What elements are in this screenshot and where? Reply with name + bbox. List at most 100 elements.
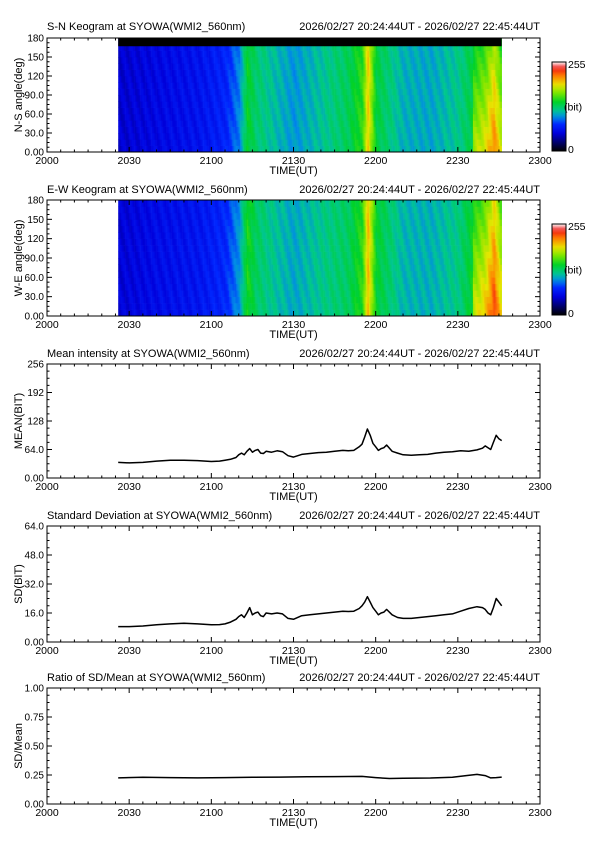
keogram-cell — [193, 145, 196, 153]
keogram-cell — [426, 133, 429, 140]
keogram-cell — [371, 95, 374, 102]
keogram-cell — [244, 44, 246, 51]
keogram-cell — [286, 101, 289, 108]
keogram-cell — [201, 120, 204, 127]
keogram-cell — [411, 63, 413, 70]
keogram-cell — [227, 76, 230, 83]
keogram-cell — [435, 101, 438, 108]
keogram-cell — [449, 126, 452, 134]
keogram-cell — [162, 44, 164, 51]
keogram-cell — [209, 57, 212, 64]
keogram-cell — [416, 63, 419, 70]
keogram-cell — [271, 88, 274, 96]
keogram-cell — [305, 145, 308, 153]
keogram-cell — [178, 107, 181, 115]
keogram-cell — [396, 95, 398, 102]
keogram-cell — [272, 107, 275, 115]
keogram-cell — [151, 95, 153, 102]
keogram-cell — [405, 114, 408, 121]
keogram-cell — [470, 101, 472, 108]
keogram-cell — [426, 63, 429, 70]
keogram-cell — [442, 95, 445, 102]
keogram-cell — [255, 69, 257, 77]
keogram-cell — [229, 126, 231, 134]
keogram-cell — [188, 44, 190, 51]
keogram-cell — [292, 82, 294, 89]
keogram-cell — [311, 88, 313, 96]
keogram-cell — [305, 120, 308, 127]
keogram-cell — [296, 82, 298, 89]
keogram-cell — [201, 69, 204, 77]
keogram-cell — [309, 139, 312, 146]
keogram-cell — [186, 107, 189, 115]
keogram-cell — [171, 95, 174, 102]
keogram-cell — [234, 50, 237, 58]
keogram-cell — [429, 139, 431, 146]
keogram-cell — [240, 145, 242, 153]
keogram-cell — [274, 145, 276, 153]
keogram-cell — [272, 126, 275, 134]
keogram-cell — [251, 114, 253, 121]
keogram-cell — [345, 63, 348, 70]
keogram-cell — [244, 82, 246, 89]
keogram-cell — [419, 139, 422, 146]
keogram-cell — [146, 63, 149, 70]
keogram-cell — [440, 76, 442, 83]
keogram-cell — [304, 126, 307, 134]
keogram-cell — [253, 76, 256, 83]
keogram-cell — [424, 82, 427, 89]
keogram-cell — [330, 126, 333, 134]
keogram-cell — [136, 107, 138, 115]
keogram-cell — [240, 88, 242, 96]
keogram-cell — [249, 63, 252, 70]
keogram-cell — [371, 63, 374, 70]
keogram-cell — [237, 76, 240, 83]
keogram-cell — [185, 101, 187, 108]
keogram-cell — [148, 95, 151, 102]
keogram-cell — [446, 107, 449, 115]
keogram-cell — [309, 63, 312, 70]
keogram-cell — [464, 88, 467, 96]
keogram-cell — [396, 88, 398, 96]
keogram-cell — [401, 101, 404, 108]
keogram-cell — [407, 95, 409, 102]
keogram-cell — [338, 101, 341, 108]
keogram-cell — [238, 82, 241, 89]
keogram-cell — [333, 107, 335, 115]
keogram-cell — [394, 133, 397, 140]
keogram-cell — [392, 139, 394, 146]
keogram-cell — [297, 88, 300, 96]
keogram-cell — [134, 50, 137, 58]
keogram-cell — [393, 44, 396, 51]
keogram-cell — [393, 76, 396, 83]
keogram-cell — [235, 95, 238, 102]
keogram-cell — [382, 76, 385, 83]
keogram-cell — [301, 145, 304, 153]
keogram-cell — [244, 126, 246, 134]
keogram-cell — [367, 69, 370, 77]
keogram-cell — [289, 76, 292, 83]
keogram-cell — [194, 133, 197, 140]
keogram-cell — [444, 82, 446, 89]
keogram-cell — [361, 76, 364, 83]
keogram-cell — [298, 120, 301, 127]
keogram-cell — [209, 88, 212, 96]
keogram-cell — [392, 133, 394, 140]
keogram-cell — [431, 44, 434, 51]
keogram-cell — [298, 114, 301, 121]
keogram-cell — [190, 139, 193, 146]
keogram-cell — [142, 63, 145, 70]
keogram-cell — [164, 133, 167, 140]
keogram-cell — [249, 95, 252, 102]
keogram-cell — [186, 101, 189, 108]
keogram-cell — [142, 44, 145, 51]
keogram-cell — [423, 76, 426, 83]
keogram-cell — [186, 44, 189, 51]
keogram-cell — [304, 57, 307, 64]
keogram-cell — [222, 126, 224, 134]
keogram-cell — [370, 120, 372, 127]
keogram-cell — [199, 44, 201, 51]
keogram-cell — [183, 145, 186, 153]
keogram-cell — [119, 120, 122, 127]
keogram-cell — [320, 44, 323, 51]
